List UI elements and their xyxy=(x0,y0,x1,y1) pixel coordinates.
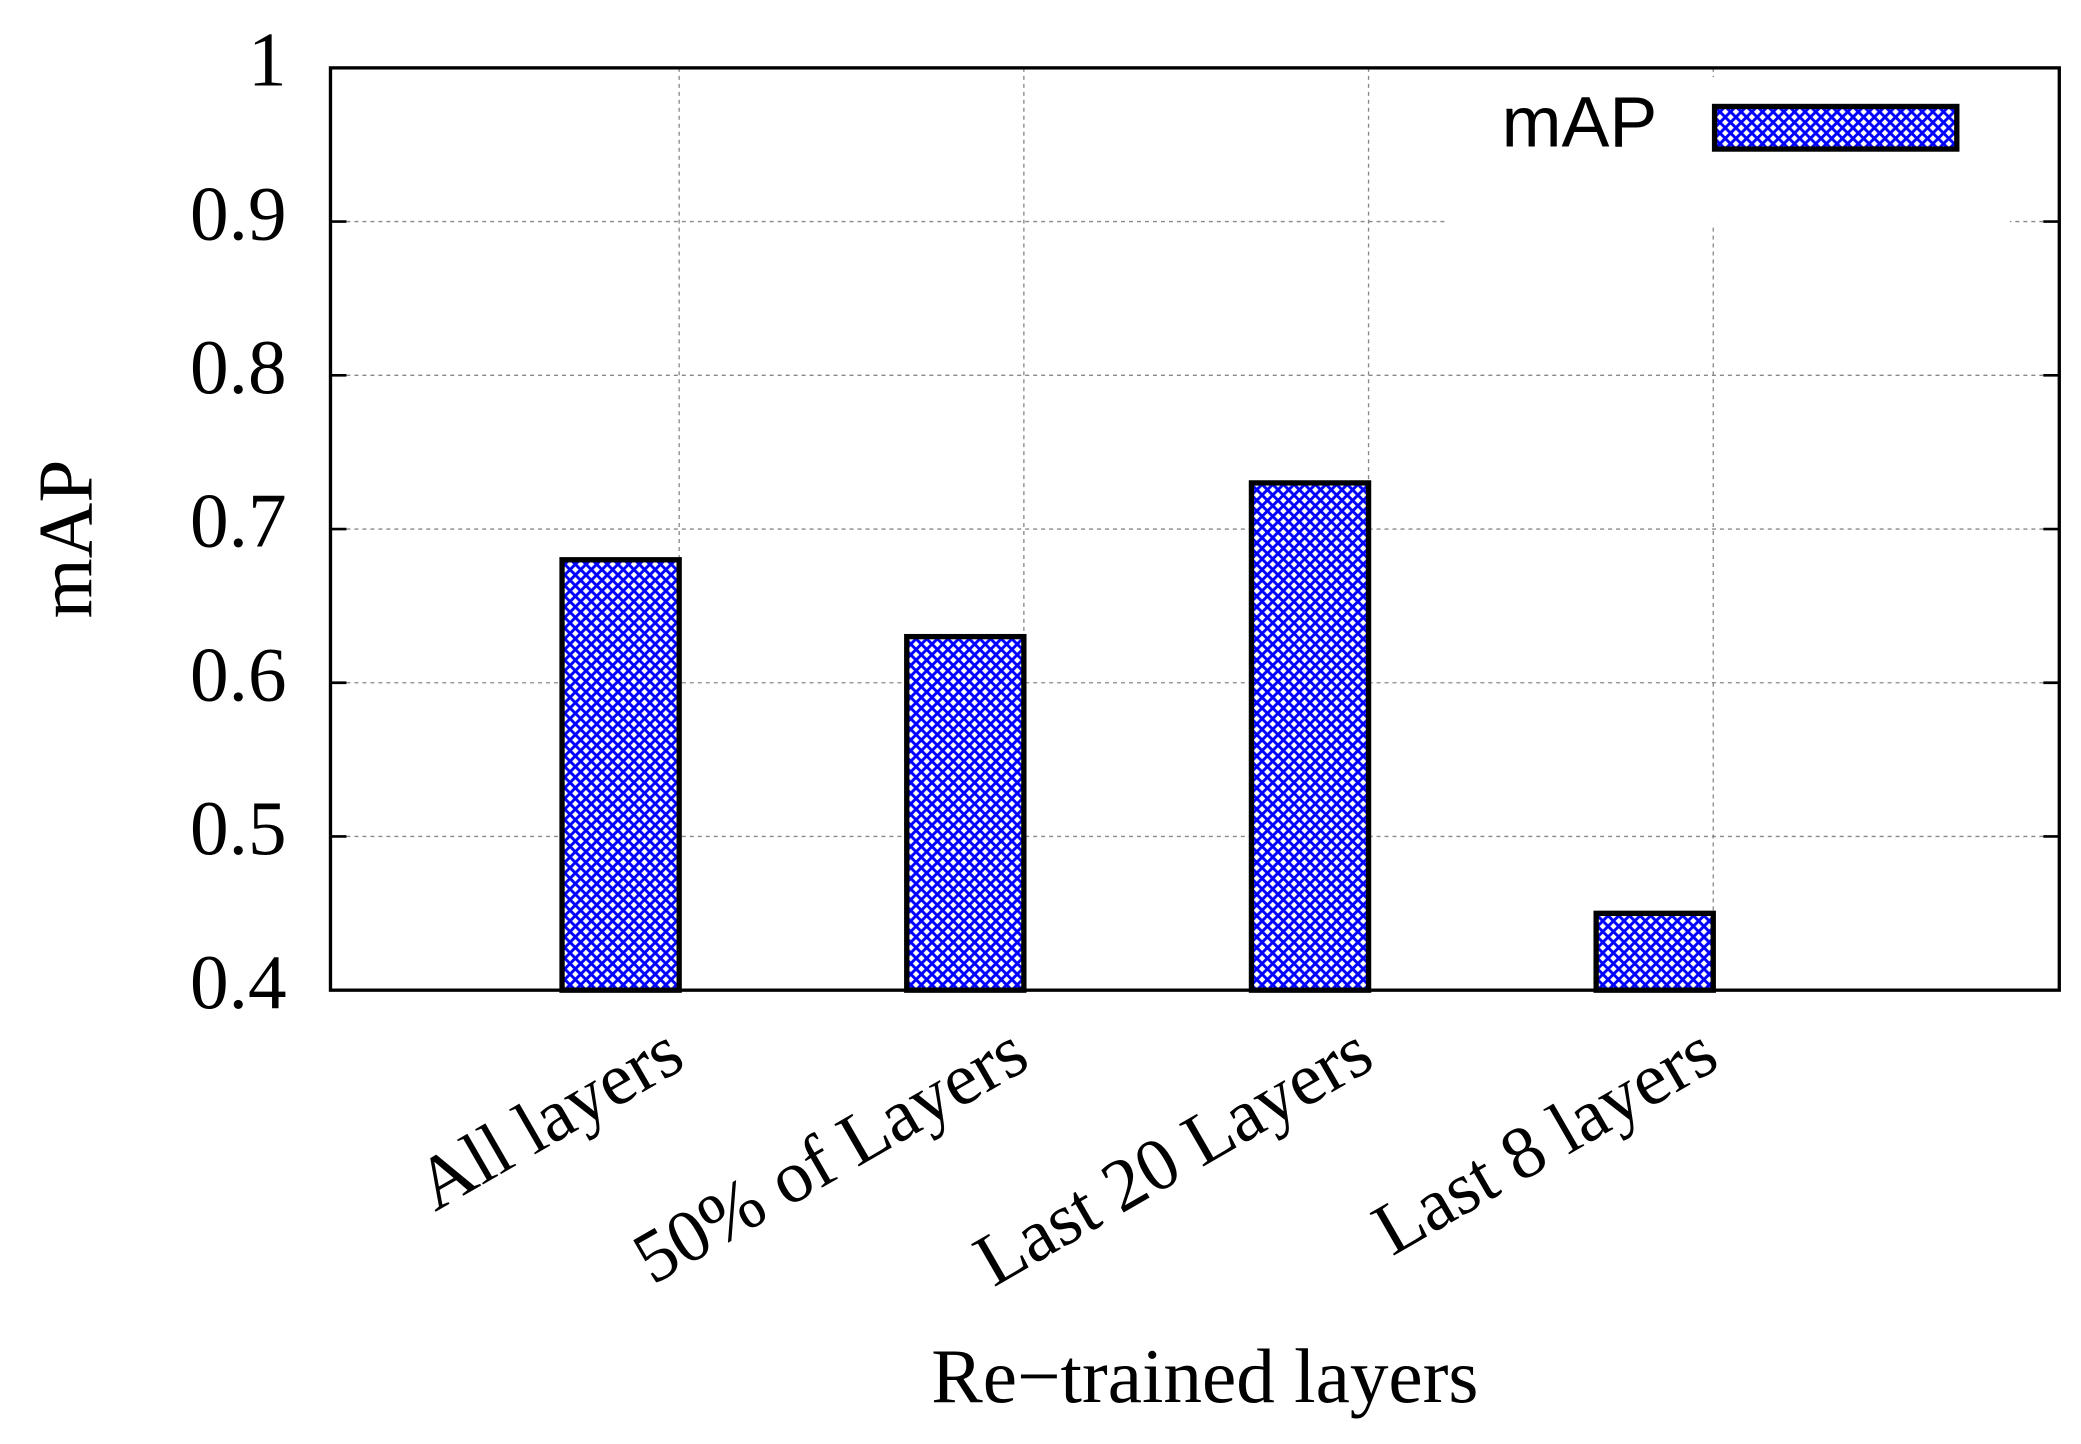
x-tick-label: Last 8 layers xyxy=(1360,1010,1731,1271)
y-tick-label: 0.4 xyxy=(190,939,286,1025)
y-tick-label: 0.5 xyxy=(190,785,286,871)
bar xyxy=(1248,480,1372,993)
y-tick-label: 0.9 xyxy=(190,170,286,256)
legend-swatch xyxy=(1711,103,1960,152)
y-tick-label: 0.6 xyxy=(190,631,286,717)
y-tick-label: 0.7 xyxy=(190,478,286,564)
y-axis-label: mAP xyxy=(22,460,108,619)
bar xyxy=(559,557,682,993)
x-axis-label: Re−trained layers xyxy=(931,1333,1478,1419)
plot-frame xyxy=(328,66,2061,992)
bar xyxy=(904,633,1027,993)
bar xyxy=(1593,910,1716,993)
y-tick-label: 0.8 xyxy=(190,324,286,410)
x-tick-label: All layers xyxy=(403,1010,697,1227)
legend-label: mAP xyxy=(1502,83,1658,163)
y-tick-label: 1 xyxy=(248,17,287,103)
